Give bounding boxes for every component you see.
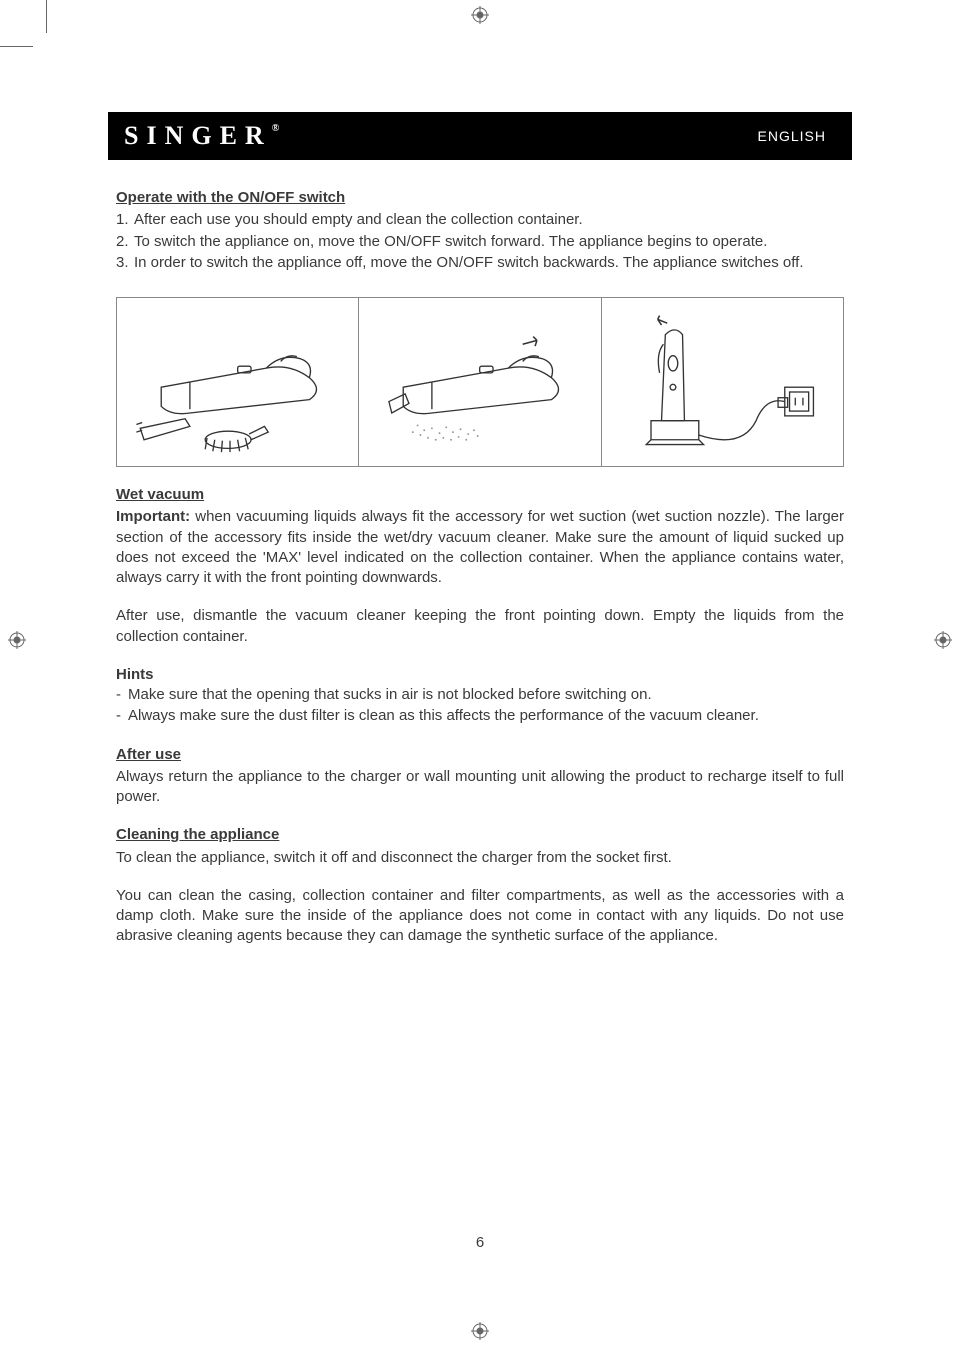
section-operate: Operate with the ON/OFF switch 1. After … — [116, 188, 844, 273]
list-text: In order to switch the appliance off, mo… — [134, 253, 844, 273]
crop-mark — [0, 46, 33, 47]
reg-mark-bottom — [471, 1322, 489, 1340]
vacuum-charging-icon — [608, 306, 837, 459]
important-label: Important: — [116, 508, 190, 525]
crop-mark — [46, 0, 47, 33]
brand-text: SINGER — [124, 121, 272, 150]
diagram-cell-2 — [359, 297, 601, 467]
brand-registered: ® — [272, 123, 279, 134]
section-title-cleaning: Cleaning the appliance — [116, 825, 844, 845]
diagram-cell-3 — [602, 297, 844, 467]
section-title-operate: Operate with the ON/OFF switch — [116, 188, 844, 208]
diagram-row — [116, 297, 844, 467]
hint-text: Make sure that the opening that sucks in… — [128, 685, 844, 705]
list-item: 2. To switch the appliance on, move the … — [116, 232, 844, 252]
section-cleaning: Cleaning the appliance To clean the appl… — [116, 825, 844, 946]
hint-dash: - — [116, 685, 128, 705]
section-title-hints: Hints — [116, 665, 844, 685]
page-content: Operate with the ON/OFF switch 1. After … — [116, 188, 844, 949]
section-wet: Wet vacuum Important: when vacuuming liq… — [116, 485, 844, 647]
vacuum-accessories-icon — [123, 306, 352, 459]
list-number: 1. — [116, 210, 134, 230]
after-paragraph: Always return the appliance to the charg… — [116, 767, 844, 808]
wet-text-1: when vacuuming liquids always fit the ac… — [116, 508, 844, 586]
language-label: ENGLISH — [758, 128, 826, 144]
vacuum-wet-icon — [365, 306, 594, 459]
list-number: 3. — [116, 253, 134, 273]
reg-mark-top — [471, 6, 489, 24]
list-number: 2. — [116, 232, 134, 252]
cleaning-paragraph-1: To clean the appliance, switch it off an… — [116, 848, 844, 868]
header-bar: SINGER® ENGLISH — [108, 112, 852, 160]
hint-text: Always make sure the dust filter is clea… — [128, 706, 844, 726]
page-number: 6 — [0, 1234, 960, 1251]
cleaning-paragraph-2: You can clean the casing, collection con… — [116, 886, 844, 947]
section-hints: Hints - Make sure that the opening that … — [116, 665, 844, 727]
hint-item: - Always make sure the dust filter is cl… — [116, 706, 844, 726]
section-title-after: After use — [116, 745, 844, 765]
diagram-cell-1 — [116, 297, 359, 467]
wet-paragraph-1: Important: when vacuuming liquids always… — [116, 507, 844, 588]
hint-item: - Make sure that the opening that sucks … — [116, 685, 844, 705]
reg-mark-right — [934, 631, 952, 649]
list-text: After each use you should empty and clea… — [134, 210, 844, 230]
list-item: 1. After each use you should empty and c… — [116, 210, 844, 230]
reg-mark-left — [8, 631, 26, 649]
section-title-wet: Wet vacuum — [116, 485, 844, 505]
wet-paragraph-2: After use, dismantle the vacuum cleaner … — [116, 606, 844, 647]
hint-dash: - — [116, 706, 128, 726]
list-item: 3. In order to switch the appliance off,… — [116, 253, 844, 273]
brand-logo: SINGER® — [124, 121, 279, 151]
section-after: After use Always return the appliance to… — [116, 745, 844, 808]
list-text: To switch the appliance on, move the ON/… — [134, 232, 844, 252]
